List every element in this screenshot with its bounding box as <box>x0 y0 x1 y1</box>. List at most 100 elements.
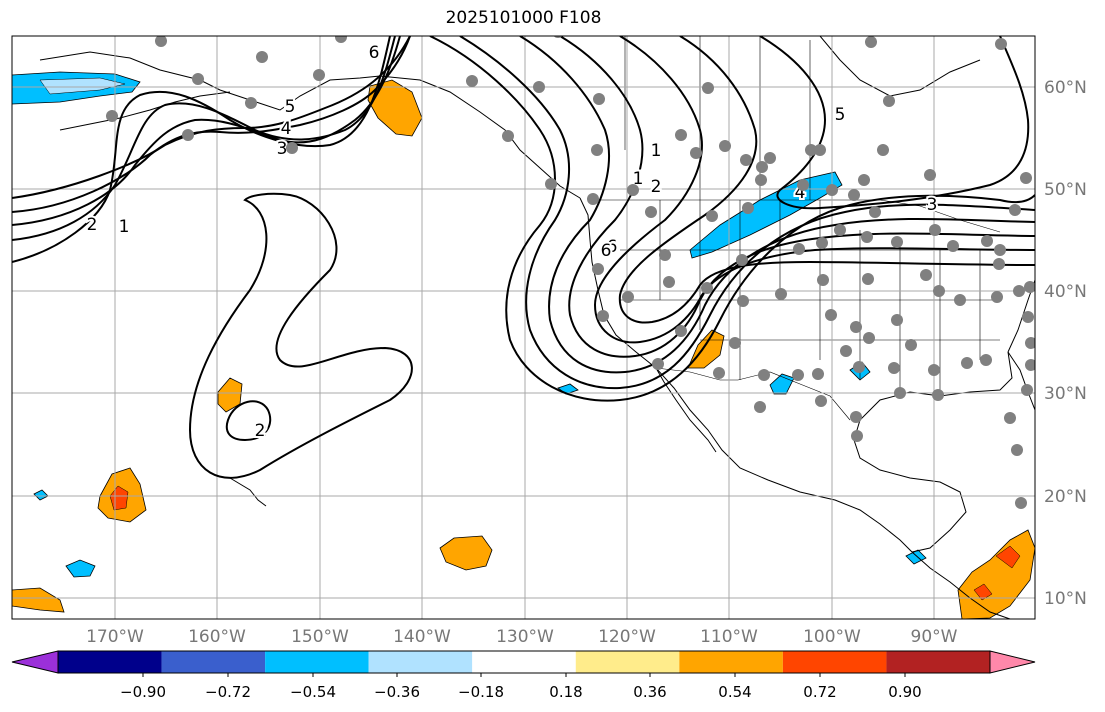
station-dot <box>995 38 1007 50</box>
station-dot <box>877 144 889 156</box>
longitude-label: 140°W <box>393 627 451 647</box>
contour-eastern-2 <box>459 36 1035 390</box>
station-dot <box>713 367 725 379</box>
station-dot <box>947 240 959 252</box>
orange-region-arizona <box>687 329 725 369</box>
contour-label: 2 <box>651 177 662 197</box>
latitude-label: 10°N <box>1044 589 1087 609</box>
station-dot <box>335 36 347 43</box>
station-dot <box>706 210 718 222</box>
orange-region-pacific-e <box>12 587 65 613</box>
station-dot <box>675 325 687 337</box>
station-dot <box>245 97 257 109</box>
gridlines <box>12 36 1035 619</box>
station-dot <box>775 288 787 300</box>
colorbar-tick-label: 0.36 <box>633 683 666 701</box>
station-dot <box>1009 204 1021 216</box>
station-dot <box>991 291 1003 303</box>
longitude-label: 130°W <box>496 627 554 647</box>
station-dot <box>701 282 713 294</box>
colorbar-segment <box>58 651 162 673</box>
station-dot <box>894 387 906 399</box>
station-dot <box>1015 497 1027 509</box>
colorbar-tick-label: −0.54 <box>290 683 336 701</box>
colorbar-tick-label: −0.72 <box>205 683 251 701</box>
station-dot <box>993 258 1005 270</box>
station-dot <box>256 51 268 63</box>
latitude-labels: 60°N 50°N 40°N 30°N 20°N 10°N <box>1044 78 1087 609</box>
station-dot <box>1004 412 1016 424</box>
contour-label: 1 <box>651 141 662 161</box>
contour-east-big-loop <box>759 36 1030 210</box>
contour-label: 5 <box>835 105 846 125</box>
contour-label: 3 <box>927 195 938 215</box>
station-dot <box>961 357 973 369</box>
station-dot <box>980 354 992 366</box>
colorbar-segment <box>886 651 990 673</box>
shaded-fields <box>12 71 1035 619</box>
station-dot <box>1025 337 1035 349</box>
station-dot <box>1013 285 1025 297</box>
station-dot <box>622 291 634 303</box>
colorbar-frame <box>57 650 991 674</box>
station-dot <box>850 321 862 333</box>
station-dot <box>994 244 1006 256</box>
station-dot <box>755 174 767 186</box>
colorbar-arrow-high <box>989 650 1036 674</box>
colorbar-tick-label: 0.54 <box>718 683 751 701</box>
station-markers <box>106 36 1035 509</box>
contour-label: 3 <box>277 139 288 159</box>
aleutian-islands <box>59 91 231 131</box>
contour-eastern-outer <box>429 36 1035 402</box>
colorbar-segment <box>679 651 783 673</box>
station-dot <box>817 274 829 286</box>
station-dot <box>502 130 514 142</box>
orange-region-gulf-alaska <box>367 79 423 137</box>
station-dot <box>929 224 941 236</box>
station-dot <box>1021 384 1033 396</box>
station-dot <box>840 345 852 357</box>
colorbar-segment <box>575 651 680 673</box>
station-dot <box>834 224 846 236</box>
orange-region-central-america <box>957 529 1035 619</box>
station-dot <box>861 231 873 243</box>
station-dot <box>924 169 936 181</box>
red-region-central-america-a <box>995 545 1021 569</box>
colorbar-arrow-low <box>11 650 59 674</box>
station-dot <box>1020 172 1032 184</box>
map-title: 2025101000 F108 <box>445 8 602 28</box>
contour-western-1 <box>12 36 391 263</box>
station-dot <box>1011 444 1023 456</box>
contour-eastern-3 <box>519 36 1035 374</box>
colorbar-tick-label: 0.90 <box>888 683 921 701</box>
station-dot <box>825 309 837 321</box>
station-dot <box>1025 359 1035 371</box>
colorbar-segment <box>161 651 266 673</box>
station-dot <box>587 193 599 205</box>
contour-label: 5 <box>285 97 296 117</box>
station-dot <box>932 389 944 401</box>
latitude-label: 60°N <box>1044 78 1087 98</box>
hawaii-islands <box>229 477 267 507</box>
florida <box>1007 351 1035 411</box>
contour-label: 4 <box>281 119 292 139</box>
station-dot <box>627 184 639 196</box>
station-dot <box>826 184 838 196</box>
station-dot <box>533 81 545 93</box>
longitude-label: 100°W <box>803 627 861 647</box>
blue-region-pacific-d <box>33 489 49 501</box>
station-dot <box>719 140 731 152</box>
baja-california <box>655 367 717 453</box>
station-dot <box>920 269 932 281</box>
central-america <box>911 551 1011 619</box>
station-dot <box>155 36 167 47</box>
station-dot <box>883 95 895 107</box>
colorbar-segment <box>368 651 473 673</box>
latitude-label: 50°N <box>1044 180 1087 200</box>
station-dot <box>286 142 298 154</box>
colorbar-tick-labels: −0.90 −0.72 −0.54 −0.36 −0.18 0.18 0.36 0.54 0.7… <box>120 673 922 701</box>
station-dot <box>545 178 557 190</box>
station-dot <box>736 254 748 266</box>
station-dot <box>1022 311 1034 323</box>
